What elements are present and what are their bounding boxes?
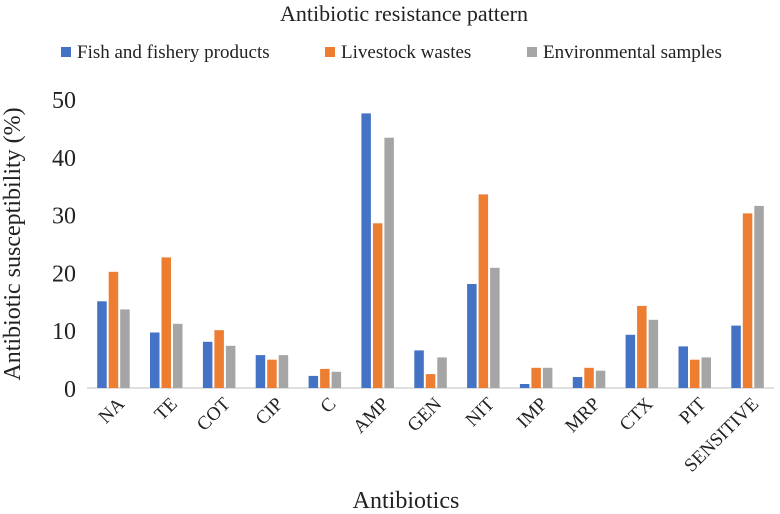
legend-label: Livestock wastes <box>341 42 471 63</box>
bar <box>384 137 394 388</box>
legend-swatch <box>527 47 537 57</box>
bar <box>214 330 224 388</box>
bar <box>120 309 130 388</box>
x-tick-label: C <box>317 394 341 418</box>
x-tick-label: AMP <box>349 394 393 438</box>
legend-label: Environmental samples <box>543 42 722 63</box>
x-tick-label: PIT <box>675 393 710 428</box>
x-tick-label: GEN <box>404 393 447 436</box>
x-tick-label: TE <box>151 394 182 425</box>
bar <box>97 301 107 388</box>
bar <box>425 374 436 388</box>
y-axis: 0 10 20 30 40 50 <box>52 88 76 403</box>
bar <box>754 205 764 388</box>
bar <box>584 367 594 388</box>
bar <box>437 357 447 388</box>
bar <box>572 377 583 388</box>
x-axis: NA TE COT CIP C AMP GEN NIT IMP MRP CTX PITSENSITIV… <box>87 387 774 476</box>
y-tick-label: 10 <box>52 319 76 345</box>
bar <box>267 359 277 388</box>
x-tick-label: IMP <box>513 394 552 433</box>
bar <box>742 213 753 388</box>
bar <box>478 194 489 388</box>
bar <box>202 341 213 388</box>
legend-swatch <box>61 47 71 57</box>
x-tick-label: CTX <box>616 393 658 435</box>
x-tick-label: NIT <box>462 393 500 431</box>
bar <box>150 332 160 388</box>
bar <box>625 334 636 388</box>
x-tick-label: COT <box>193 393 235 435</box>
bar <box>361 113 371 389</box>
y-tick-label: 20 <box>52 261 76 287</box>
bar <box>678 346 688 388</box>
bar <box>467 284 477 388</box>
bar <box>490 267 500 388</box>
x-tick-label: MRP <box>561 394 604 437</box>
bar <box>731 325 741 388</box>
x-axis-label: Antibiotics <box>353 488 460 514</box>
bar <box>161 257 171 388</box>
bar <box>320 368 330 388</box>
bar <box>108 271 119 388</box>
chart-title: Antibiotic resistance pattern <box>280 1 528 26</box>
y-tick-label: 50 <box>52 88 76 114</box>
x-tick-label: NA <box>95 393 129 427</box>
bar <box>519 384 530 388</box>
bar <box>531 367 541 388</box>
legend-swatch <box>325 47 335 57</box>
bar <box>308 375 319 388</box>
y-tick-label: 0 <box>64 377 76 403</box>
bar <box>225 345 236 388</box>
y-tick-label: 40 <box>52 146 76 172</box>
bars <box>97 113 764 389</box>
bar <box>637 305 647 388</box>
legend: Fish and fishery products Livestock waste… <box>61 42 722 63</box>
bar <box>414 350 424 388</box>
y-tick-label: 30 <box>52 204 76 230</box>
bar <box>595 370 606 388</box>
bar <box>690 359 700 388</box>
bar <box>648 319 659 388</box>
bar <box>331 371 342 388</box>
bar <box>372 223 383 388</box>
y-axis-label: Antibiotic susceptibility (%) <box>0 107 26 380</box>
bar <box>173 323 183 388</box>
bar <box>701 357 711 388</box>
bar <box>278 355 289 388</box>
bar <box>255 355 266 388</box>
legend-label: Fish and fishery products <box>77 42 270 63</box>
x-tick-label: CIP <box>252 394 288 430</box>
bar <box>542 367 553 388</box>
